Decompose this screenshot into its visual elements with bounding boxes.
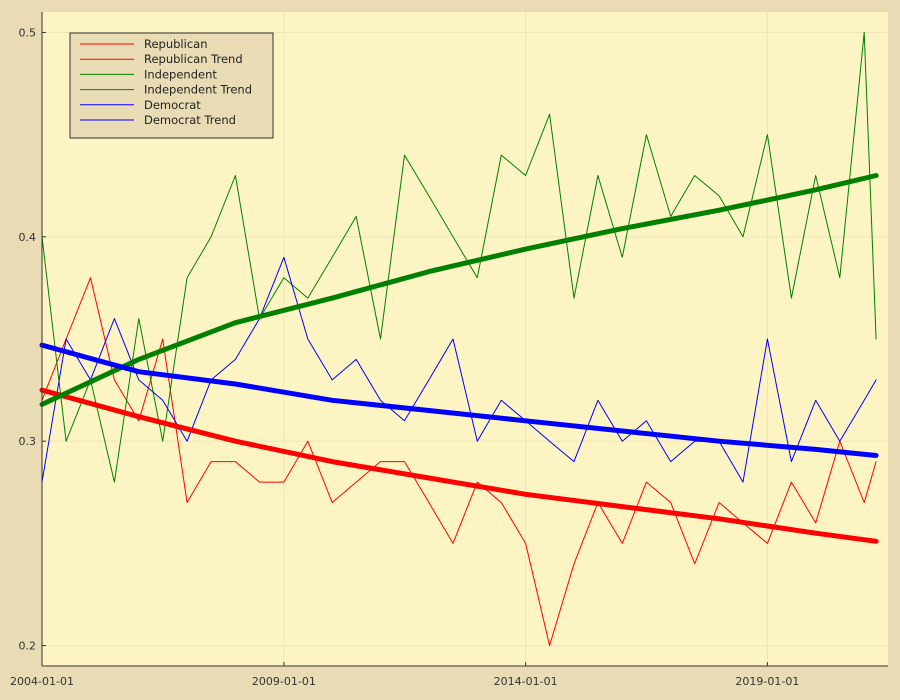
series-line-independent-trend bbox=[39, 173, 879, 407]
series-line-democrat bbox=[41, 256, 877, 483]
grid bbox=[41, 12, 888, 666]
x-tick-label: 2004-01-01 bbox=[10, 675, 74, 688]
axes bbox=[41, 12, 888, 667]
series-line-republican bbox=[41, 277, 877, 647]
series-line-independent bbox=[41, 31, 877, 483]
legend-label-republican: Republican bbox=[144, 37, 208, 51]
y-tick-label: 0.3 bbox=[19, 435, 37, 448]
x-tick-label: 2009-01-01 bbox=[252, 675, 316, 688]
series-lines bbox=[39, 31, 879, 647]
series-line-republican-trend bbox=[39, 387, 879, 544]
legend-label-independent-trend: Independent Trend bbox=[144, 83, 252, 97]
legend-label-democrat-trend: Democrat Trend bbox=[144, 113, 236, 127]
legend-label-democrat: Democrat bbox=[144, 98, 201, 112]
legend-label-independent: Independent bbox=[144, 67, 217, 81]
x-tick-label: 2014-01-01 bbox=[494, 675, 558, 688]
y-tick-label: 0.4 bbox=[19, 231, 37, 244]
tick-labels: 0.2 0.3 0.4 0.5 2004-01-01 2009-01-01 2014-01-… bbox=[10, 26, 799, 688]
series-line-democrat-trend bbox=[39, 342, 879, 458]
y-tick-label: 0.2 bbox=[19, 640, 37, 653]
x-tick-label: 2019-01-01 bbox=[735, 675, 799, 688]
y-tick-label: 0.5 bbox=[19, 26, 37, 39]
legend-label-republican-trend: Republican Trend bbox=[144, 52, 243, 66]
